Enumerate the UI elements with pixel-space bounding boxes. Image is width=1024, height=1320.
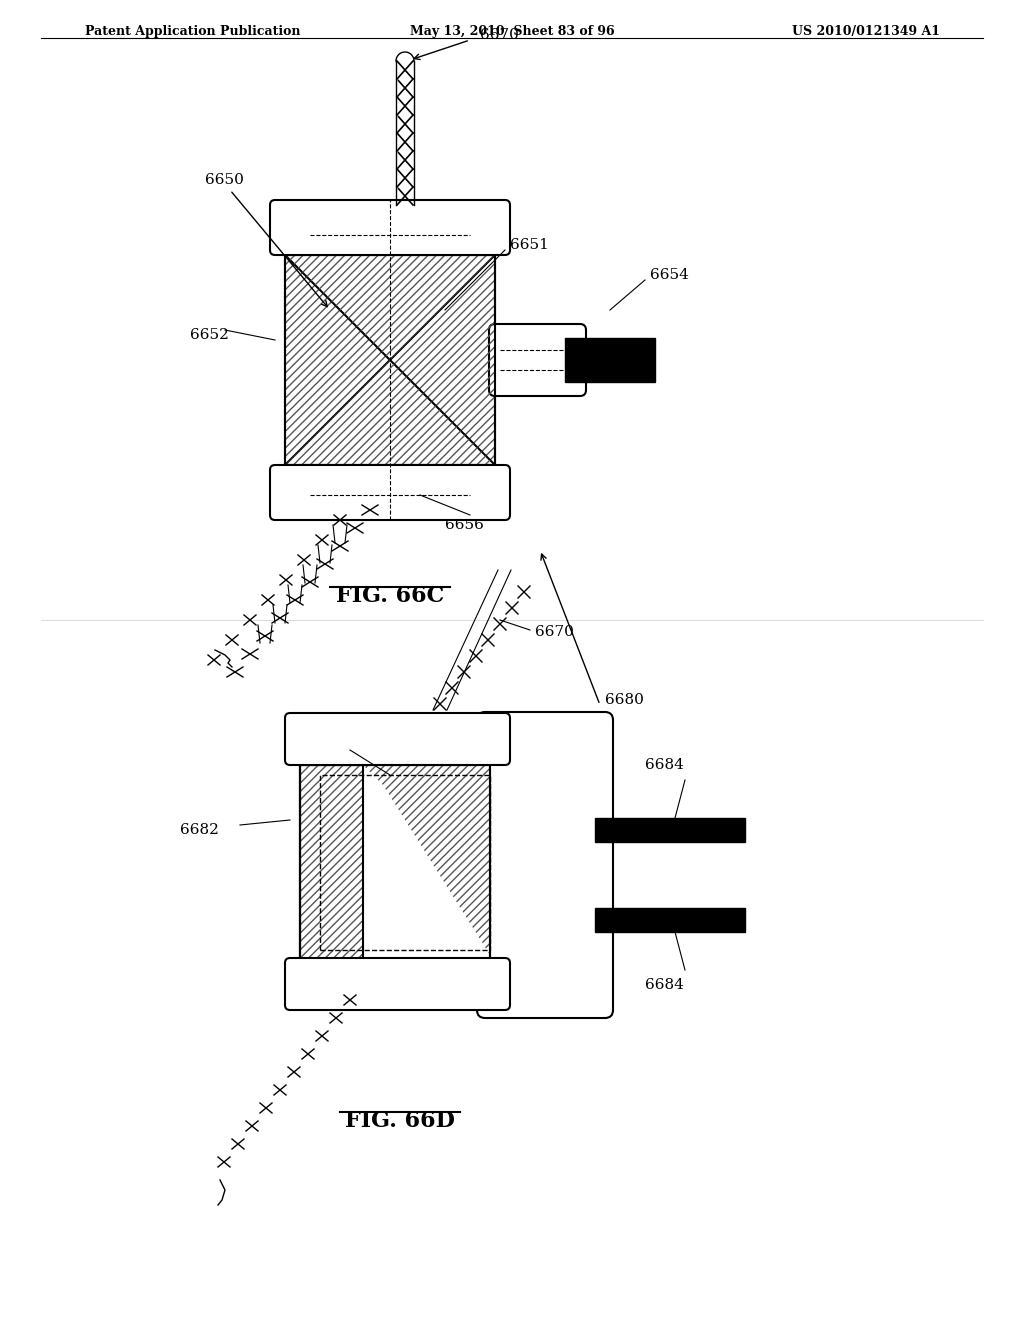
- FancyBboxPatch shape: [270, 465, 510, 520]
- Bar: [300, 766, 490, 975]
- Text: 6681: 6681: [300, 735, 339, 748]
- Text: 6656: 6656: [445, 517, 484, 532]
- FancyBboxPatch shape: [489, 323, 586, 396]
- Text: 6651: 6651: [510, 238, 549, 252]
- Text: 6684: 6684: [645, 758, 684, 772]
- Polygon shape: [285, 255, 495, 360]
- Text: 6670: 6670: [535, 624, 573, 639]
- Bar: [300, 766, 490, 975]
- FancyBboxPatch shape: [270, 201, 510, 255]
- Text: 6670: 6670: [480, 28, 519, 42]
- Text: US 2010/0121349 A1: US 2010/0121349 A1: [792, 25, 940, 38]
- Bar: [300, 766, 362, 975]
- Polygon shape: [285, 360, 495, 465]
- Text: 6680: 6680: [605, 693, 644, 708]
- Bar: [285, 255, 495, 465]
- Bar: [300, 766, 362, 975]
- Bar: [595, 818, 745, 842]
- FancyBboxPatch shape: [285, 713, 510, 766]
- Text: Patent Application Publication: Patent Application Publication: [85, 25, 300, 38]
- Bar: [319, 775, 490, 950]
- Text: FIG. 66D: FIG. 66D: [345, 1110, 455, 1133]
- FancyBboxPatch shape: [285, 958, 510, 1010]
- Text: 6650: 6650: [205, 173, 244, 187]
- Bar: [595, 908, 745, 932]
- FancyBboxPatch shape: [477, 711, 613, 1018]
- Text: 6682: 6682: [180, 822, 219, 837]
- Bar: [285, 255, 495, 465]
- Text: May 13, 2010  Sheet 83 of 96: May 13, 2010 Sheet 83 of 96: [410, 25, 614, 38]
- Bar: [565, 338, 655, 381]
- Bar: [285, 255, 495, 465]
- Text: 6652: 6652: [190, 327, 229, 342]
- Text: 6684: 6684: [645, 978, 684, 993]
- Text: FIG. 66C: FIG. 66C: [336, 585, 444, 607]
- Text: 6654: 6654: [650, 268, 689, 282]
